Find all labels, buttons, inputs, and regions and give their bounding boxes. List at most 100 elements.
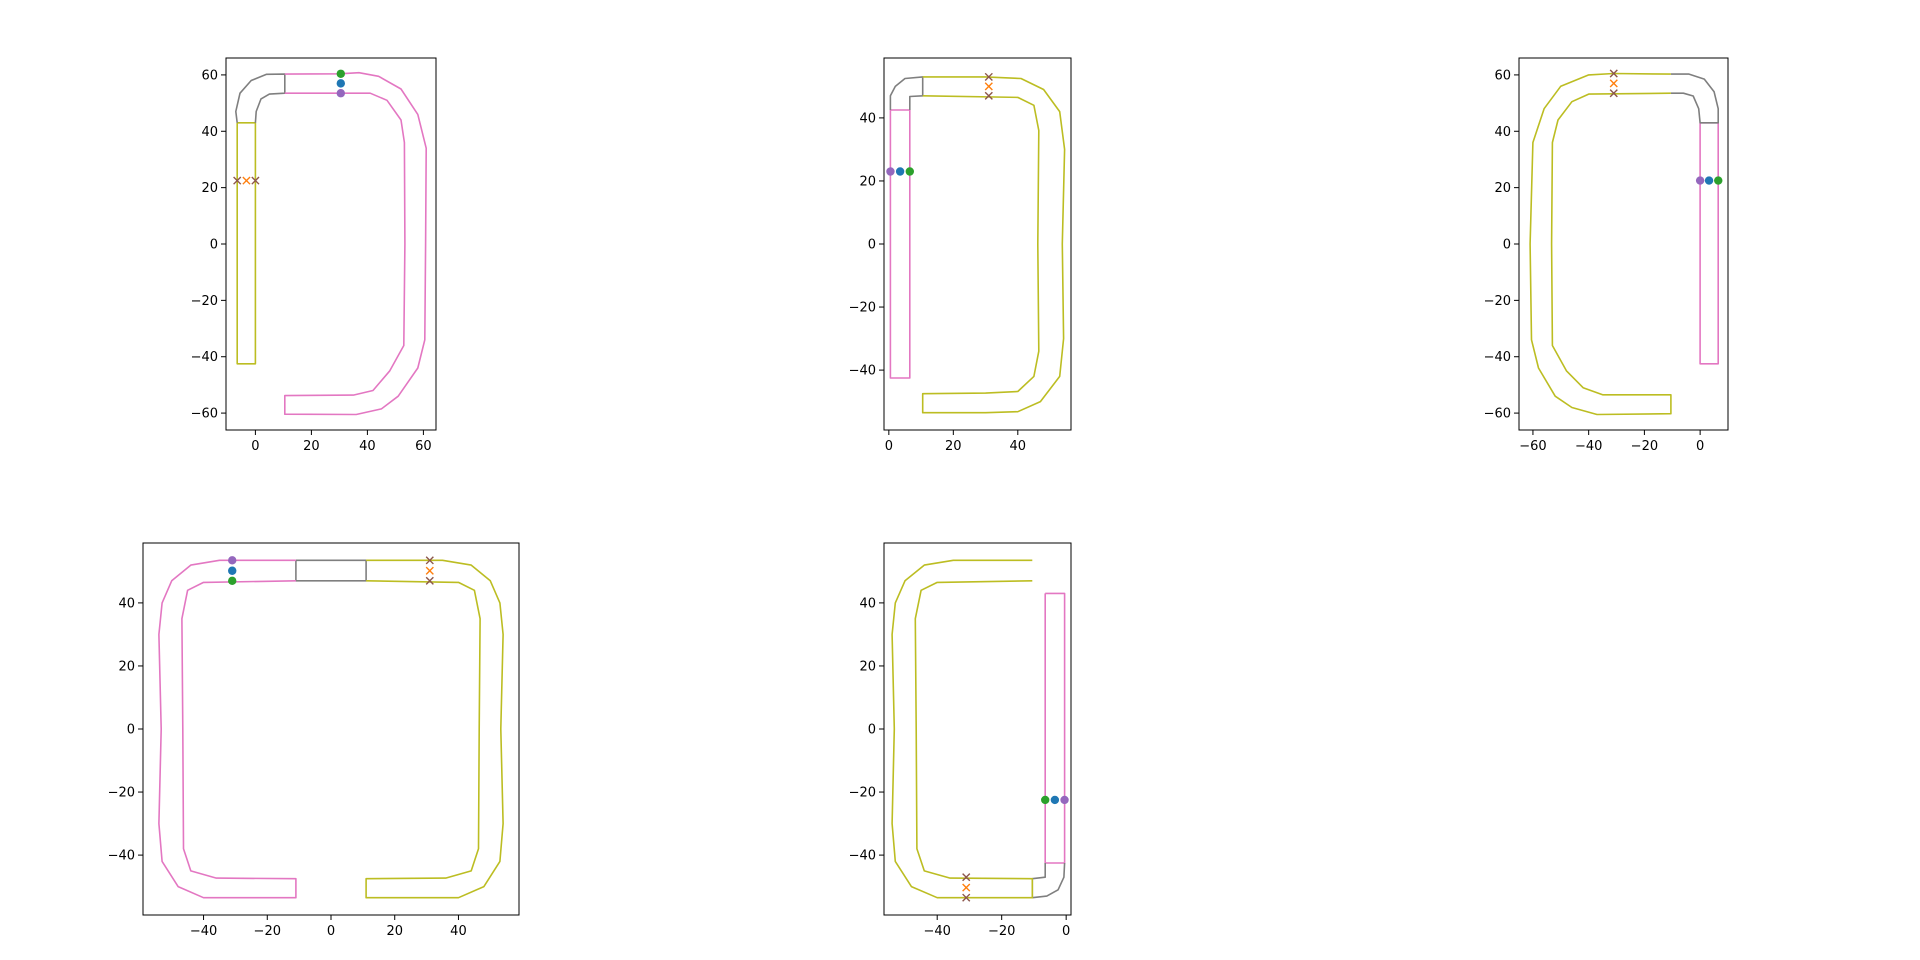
y-tick-label: −60 xyxy=(1484,407,1511,422)
marker-cross-brown xyxy=(962,893,971,902)
plot-area xyxy=(1529,69,1723,416)
y-tick-label: 40 xyxy=(201,125,218,140)
y-tick-label: 0 xyxy=(868,238,876,253)
x-tick-label: 0 xyxy=(327,924,335,939)
marker-cross-stroke xyxy=(984,72,993,82)
marker-cross-brown xyxy=(1609,89,1618,98)
track-segment-pink xyxy=(889,109,911,379)
marker-point-blue xyxy=(1050,795,1060,805)
y-tick-label: 20 xyxy=(118,659,135,674)
marker-cross-brown xyxy=(1609,69,1618,78)
track-segment-olive xyxy=(365,559,504,899)
marker-point-green xyxy=(228,576,237,586)
x-tick-label: 40 xyxy=(1010,439,1027,454)
y-tick-label: −40 xyxy=(108,849,135,864)
marker-point-purple xyxy=(336,89,345,98)
track-segment-olive xyxy=(891,559,1034,899)
x-tick-label: 40 xyxy=(359,439,376,454)
track-segment-gray xyxy=(235,73,286,123)
marker-cross-orange xyxy=(984,82,993,91)
marker-cross-brown xyxy=(984,91,993,100)
y-tick-label: 0 xyxy=(210,238,218,253)
plot-area xyxy=(891,559,1069,902)
marker-cross-brown xyxy=(233,176,242,185)
y-tick-label: 0 xyxy=(868,723,876,738)
marker-cross-stroke xyxy=(425,566,434,575)
y-tick-label: −60 xyxy=(191,407,218,422)
axes-frame xyxy=(142,542,520,916)
marker-point-green xyxy=(1714,176,1723,185)
y-tick-label: −20 xyxy=(849,786,876,801)
x-tick-label: −20 xyxy=(988,924,1015,939)
marker-cross-brown xyxy=(962,873,971,882)
y-tick-label: 20 xyxy=(201,181,218,196)
x-tick-label: 60 xyxy=(415,439,432,454)
y-tick-label: −20 xyxy=(1484,294,1511,309)
y-tick-label: 20 xyxy=(859,174,876,189)
marker-cross-stroke xyxy=(1609,89,1618,98)
track-segment-olive xyxy=(921,76,1066,414)
y-tick-label: 40 xyxy=(1494,125,1511,140)
marker-cross-orange xyxy=(425,566,434,575)
marker-cross-orange xyxy=(242,176,251,185)
marker-cross-stroke xyxy=(425,556,434,565)
marker-point-green xyxy=(905,167,914,176)
y-tick-label: 40 xyxy=(859,111,876,126)
y-tick-label: −40 xyxy=(1484,350,1511,365)
marker-point-purple xyxy=(1695,176,1705,185)
y-tick-label: −20 xyxy=(108,786,135,801)
x-tick-label: 0 xyxy=(1062,924,1070,939)
y-tick-label: −40 xyxy=(191,350,218,365)
track-segment-gray xyxy=(1031,862,1066,899)
x-tick-label: 20 xyxy=(386,924,403,939)
marker-point-blue xyxy=(336,79,345,88)
x-tick-label: −20 xyxy=(254,924,281,939)
track-segment-pink xyxy=(1044,592,1066,864)
track-segment-olive xyxy=(236,122,257,365)
axes-frame xyxy=(1518,57,1729,431)
axes-frame xyxy=(883,57,1072,431)
marker-cross-stroke xyxy=(962,883,971,892)
x-tick-label: 20 xyxy=(303,439,320,454)
subplot-5: −40 −20 0 −40 −20 0 20 40 xyxy=(849,542,1072,939)
y-tick-label: −20 xyxy=(191,294,218,309)
marker-cross-stroke xyxy=(962,873,971,882)
y-tick-label: −40 xyxy=(849,849,876,864)
marker-cross-stroke xyxy=(962,893,971,902)
x-tick-label: 0 xyxy=(1696,439,1704,454)
track-segment-gray xyxy=(889,76,924,110)
marker-point-blue xyxy=(228,566,237,575)
marker-point-purple xyxy=(886,167,895,176)
x-tick-label: −40 xyxy=(1575,439,1602,454)
plot-area xyxy=(886,72,1066,414)
x-tick-label: 40 xyxy=(450,924,467,939)
track-segment-olive xyxy=(1529,72,1672,416)
subplot-4: −40 −20 0 20 40 −40 −20 0 20 40 xyxy=(108,542,520,939)
marker-point-purple xyxy=(228,556,237,565)
marker-cross-stroke xyxy=(425,576,434,585)
marker-cross-stroke xyxy=(984,91,993,100)
marker-cross-stroke xyxy=(251,176,260,185)
y-tick-label: −40 xyxy=(849,364,876,379)
marker-cross-stroke xyxy=(242,176,251,185)
marker-cross-orange xyxy=(1609,79,1618,88)
subplot-2: 0 20 40 −40 −20 0 20 40 xyxy=(849,57,1072,454)
y-tick-label: 40 xyxy=(118,596,135,611)
axes-frame xyxy=(883,542,1072,916)
y-tick-label: 20 xyxy=(859,659,876,674)
y-tick-label: 60 xyxy=(1494,68,1511,83)
track-segment-pink xyxy=(283,71,428,416)
marker-cross-brown xyxy=(425,576,434,585)
x-tick-label: −60 xyxy=(1519,439,1546,454)
marker-point-purple xyxy=(1060,795,1069,805)
y-tick-label: 0 xyxy=(127,723,135,738)
y-tick-label: −20 xyxy=(849,301,876,316)
marker-point-blue xyxy=(1704,176,1714,185)
y-tick-label: 60 xyxy=(201,68,218,83)
plot-area xyxy=(233,69,428,416)
marker-cross-orange xyxy=(962,883,971,892)
x-tick-label: −20 xyxy=(1631,439,1658,454)
x-tick-label: 0 xyxy=(251,439,259,454)
marker-cross-stroke xyxy=(1609,79,1618,88)
x-tick-label: 0 xyxy=(885,439,893,454)
